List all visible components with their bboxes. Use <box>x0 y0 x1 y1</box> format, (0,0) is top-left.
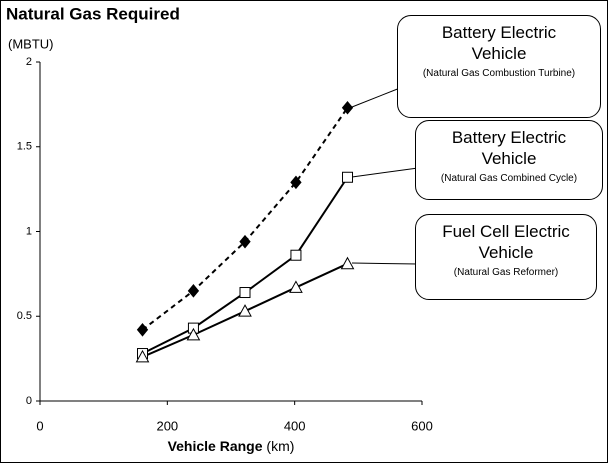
callout-pointer <box>351 167 419 178</box>
legend-entry: Battery Electric Vehicle <box>441 23 557 63</box>
y-tick-label: 0.5 <box>17 310 32 322</box>
callout: Battery Electric Vehicle (Natural Gas Co… <box>397 15 601 118</box>
legend-note: (Natural Gas Reformer) <box>453 267 559 278</box>
callout-pointer <box>351 262 419 265</box>
marker <box>290 249 302 261</box>
x-tick-label: 0 <box>36 418 43 433</box>
legend-note: (Natural Gas Combustion Turbine) <box>422 68 576 79</box>
legend-entry: Fuel Cell Electric Vehicle <box>442 222 570 262</box>
callout: Fuel Cell Electric Vehicle (Natural Gas … <box>415 214 597 300</box>
x-axis-title: Vehicle Range <box>168 438 263 454</box>
x-tick-label: 200 <box>156 418 178 433</box>
legend-note: (Natural Gas Combined Cycle) <box>440 173 578 184</box>
marker <box>136 323 149 337</box>
x-axis-unit: (km) <box>266 438 294 454</box>
marker <box>186 327 201 341</box>
marker <box>289 280 303 293</box>
legend-entry: Battery Electric Vehicle <box>451 128 567 168</box>
y-tick-label: 2 <box>26 56 32 68</box>
chart-title: Natural Gas Required <box>6 4 180 23</box>
marker <box>239 234 251 249</box>
x-tick-label: 600 <box>411 418 433 433</box>
marker <box>340 256 355 270</box>
x-tick-label: 400 <box>284 418 306 433</box>
y-tick-label: 1.5 <box>17 141 32 153</box>
marker <box>135 349 150 363</box>
marker <box>341 100 354 115</box>
y-axis-label: (MBTU) <box>8 36 54 51</box>
marker <box>238 304 252 317</box>
marker <box>239 287 251 299</box>
y-tick-label: 1 <box>26 225 32 237</box>
marker <box>290 175 302 190</box>
callout-pointer <box>351 87 401 108</box>
pointers <box>351 87 419 265</box>
x-axis-label: Vehicle Range (km) <box>168 438 295 454</box>
marker <box>342 171 354 183</box>
marker <box>187 284 200 298</box>
series-line <box>142 176 349 355</box>
callout: Battery Electric Vehicle (Natural Gas Co… <box>415 120 603 200</box>
y-tick-label: 0 <box>26 395 32 407</box>
